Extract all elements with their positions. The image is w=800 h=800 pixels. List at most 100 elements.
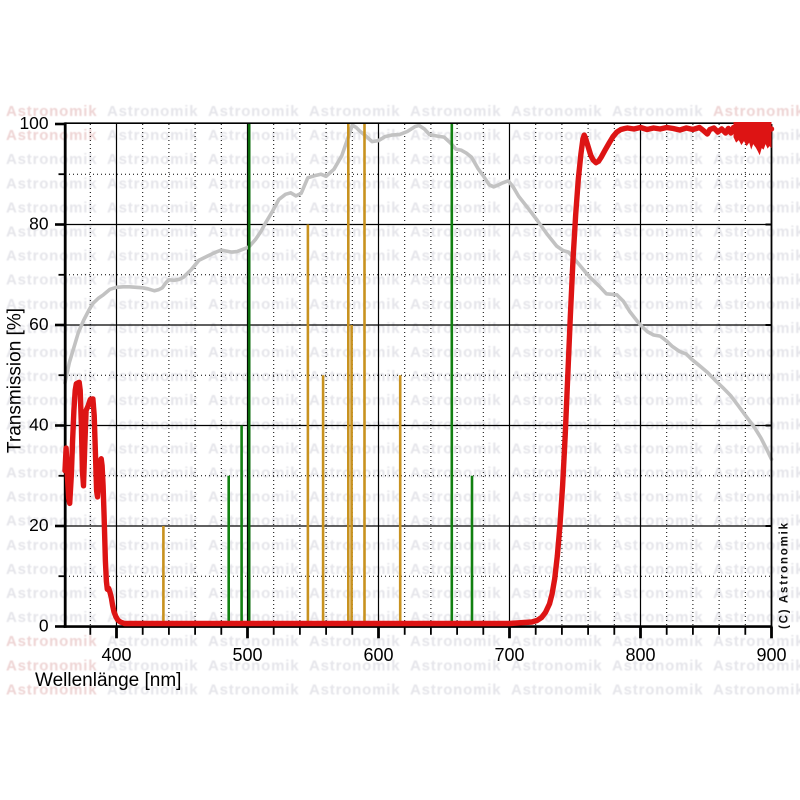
svg-text:Astronomik: Astronomik <box>309 199 400 216</box>
svg-text:Astronomik: Astronomik <box>208 681 299 698</box>
svg-text:Astronomik: Astronomik <box>309 657 400 674</box>
svg-text:Astronomik: Astronomik <box>410 633 501 650</box>
svg-text:Astronomik: Astronomik <box>410 513 501 530</box>
svg-text:Astronomik: Astronomik <box>612 272 703 289</box>
svg-text:Astronomik: Astronomik <box>309 368 400 385</box>
svg-text:Astronomik: Astronomik <box>309 392 400 409</box>
svg-text:Astronomik: Astronomik <box>511 296 602 313</box>
svg-text:700: 700 <box>494 645 524 665</box>
svg-text:Astronomik: Astronomik <box>612 103 703 120</box>
svg-text:Astronomik: Astronomik <box>713 368 800 385</box>
svg-text:Astronomik: Astronomik <box>107 440 198 457</box>
svg-text:Astronomik: Astronomik <box>410 344 501 361</box>
svg-text:Astronomik: Astronomik <box>309 440 400 457</box>
svg-text:Astronomik: Astronomik <box>208 127 299 144</box>
svg-text:Astronomik: Astronomik <box>6 489 97 506</box>
svg-text:Astronomik: Astronomik <box>612 320 703 337</box>
svg-text:Astronomik: Astronomik <box>208 561 299 578</box>
svg-text:Astronomik: Astronomik <box>713 489 800 506</box>
svg-text:Astronomik: Astronomik <box>309 151 400 168</box>
svg-text:Astronomik: Astronomik <box>410 368 501 385</box>
svg-text:Astronomik: Astronomik <box>107 657 198 674</box>
svg-text:Astronomik: Astronomik <box>713 151 800 168</box>
svg-text:Astronomik: Astronomik <box>309 103 400 120</box>
svg-text:Astronomik: Astronomik <box>713 344 800 361</box>
svg-text:Astronomik: Astronomik <box>107 392 198 409</box>
svg-text:0: 0 <box>39 615 49 635</box>
svg-text:Astronomik: Astronomik <box>6 127 97 144</box>
svg-text:Astronomik: Astronomik <box>208 440 299 457</box>
svg-text:Astronomik: Astronomik <box>713 585 800 602</box>
svg-text:Astronomik: Astronomik <box>410 681 501 698</box>
svg-text:Astronomik: Astronomik <box>612 489 703 506</box>
svg-text:Astronomik: Astronomik <box>612 440 703 457</box>
svg-text:Astronomik: Astronomik <box>511 440 602 457</box>
svg-text:Astronomik: Astronomik <box>309 272 400 289</box>
svg-text:Astronomik: Astronomik <box>6 103 97 120</box>
svg-text:600: 600 <box>363 645 393 665</box>
svg-text:Astronomik: Astronomik <box>713 199 800 216</box>
svg-text:Astronomik: Astronomik <box>208 151 299 168</box>
svg-text:Astronomik: Astronomik <box>410 248 501 265</box>
svg-text:Astronomik: Astronomik <box>612 224 703 241</box>
svg-text:Astronomik: Astronomik <box>511 320 602 337</box>
svg-text:Astronomik: Astronomik <box>410 272 501 289</box>
svg-text:400: 400 <box>101 645 131 665</box>
svg-text:Astronomik: Astronomik <box>309 320 400 337</box>
svg-text:800: 800 <box>625 645 655 665</box>
svg-text:Astronomik: Astronomik <box>107 537 198 554</box>
svg-text:Astronomik: Astronomik <box>208 368 299 385</box>
svg-text:Astronomik: Astronomik <box>410 175 501 192</box>
svg-text:Astronomik: Astronomik <box>612 344 703 361</box>
svg-text:Astronomik: Astronomik <box>208 489 299 506</box>
svg-text:Astronomik: Astronomik <box>208 199 299 216</box>
svg-text:900: 900 <box>756 645 786 665</box>
svg-text:Astronomik: Astronomik <box>208 344 299 361</box>
svg-text:Astronomik: Astronomik <box>612 633 703 650</box>
svg-text:Astronomik: Astronomik <box>612 465 703 482</box>
svg-text:(C) Astronomik: (C) Astronomik <box>779 521 791 629</box>
svg-text:Astronomik: Astronomik <box>6 272 97 289</box>
svg-text:Astronomik: Astronomik <box>612 392 703 409</box>
svg-text:Astronomik: Astronomik <box>612 561 703 578</box>
svg-text:Astronomik: Astronomik <box>511 392 602 409</box>
svg-text:Astronomik: Astronomik <box>713 248 800 265</box>
svg-text:Astronomik: Astronomik <box>713 561 800 578</box>
svg-text:Astronomik: Astronomik <box>511 103 602 120</box>
svg-text:Astronomik: Astronomik <box>6 368 97 385</box>
svg-text:Astronomik: Astronomik <box>6 513 97 530</box>
svg-text:Astronomik: Astronomik <box>208 416 299 433</box>
svg-text:Astronomik: Astronomik <box>208 465 299 482</box>
svg-text:Astronomik: Astronomik <box>410 320 501 337</box>
svg-text:Astronomik: Astronomik <box>309 416 400 433</box>
svg-text:Astronomik: Astronomik <box>713 272 800 289</box>
svg-text:Astronomik: Astronomik <box>612 151 703 168</box>
svg-text:Astronomik: Astronomik <box>6 537 97 554</box>
svg-text:Astronomik: Astronomik <box>107 199 198 216</box>
svg-text:Astronomik: Astronomik <box>511 416 602 433</box>
svg-text:Astronomik: Astronomik <box>107 513 198 530</box>
svg-text:Astronomik: Astronomik <box>309 489 400 506</box>
svg-text:Astronomik: Astronomik <box>208 175 299 192</box>
svg-text:Astronomik: Astronomik <box>208 272 299 289</box>
svg-text:Astronomik: Astronomik <box>511 633 602 650</box>
svg-text:Astronomik: Astronomik <box>410 561 501 578</box>
svg-text:Astronomik: Astronomik <box>107 224 198 241</box>
svg-text:Astronomik: Astronomik <box>612 657 703 674</box>
svg-text:Astronomik: Astronomik <box>6 609 97 626</box>
svg-text:Astronomik: Astronomik <box>713 537 800 554</box>
svg-text:100: 100 <box>19 113 48 133</box>
svg-text:Astronomik: Astronomik <box>511 248 602 265</box>
svg-text:Astronomik: Astronomik <box>511 465 602 482</box>
svg-text:Astronomik: Astronomik <box>6 151 97 168</box>
svg-text:Astronomik: Astronomik <box>511 175 602 192</box>
svg-text:Astronomik: Astronomik <box>107 248 198 265</box>
svg-text:Astronomik: Astronomik <box>6 320 97 337</box>
svg-text:Astronomik: Astronomik <box>511 368 602 385</box>
svg-text:Astronomik: Astronomik <box>6 585 97 602</box>
svg-text:Astronomik: Astronomik <box>410 440 501 457</box>
svg-text:Astronomik: Astronomik <box>309 296 400 313</box>
svg-text:Astronomik: Astronomik <box>208 103 299 120</box>
svg-text:Astronomik: Astronomik <box>208 392 299 409</box>
svg-text:Astronomik: Astronomik <box>410 489 501 506</box>
